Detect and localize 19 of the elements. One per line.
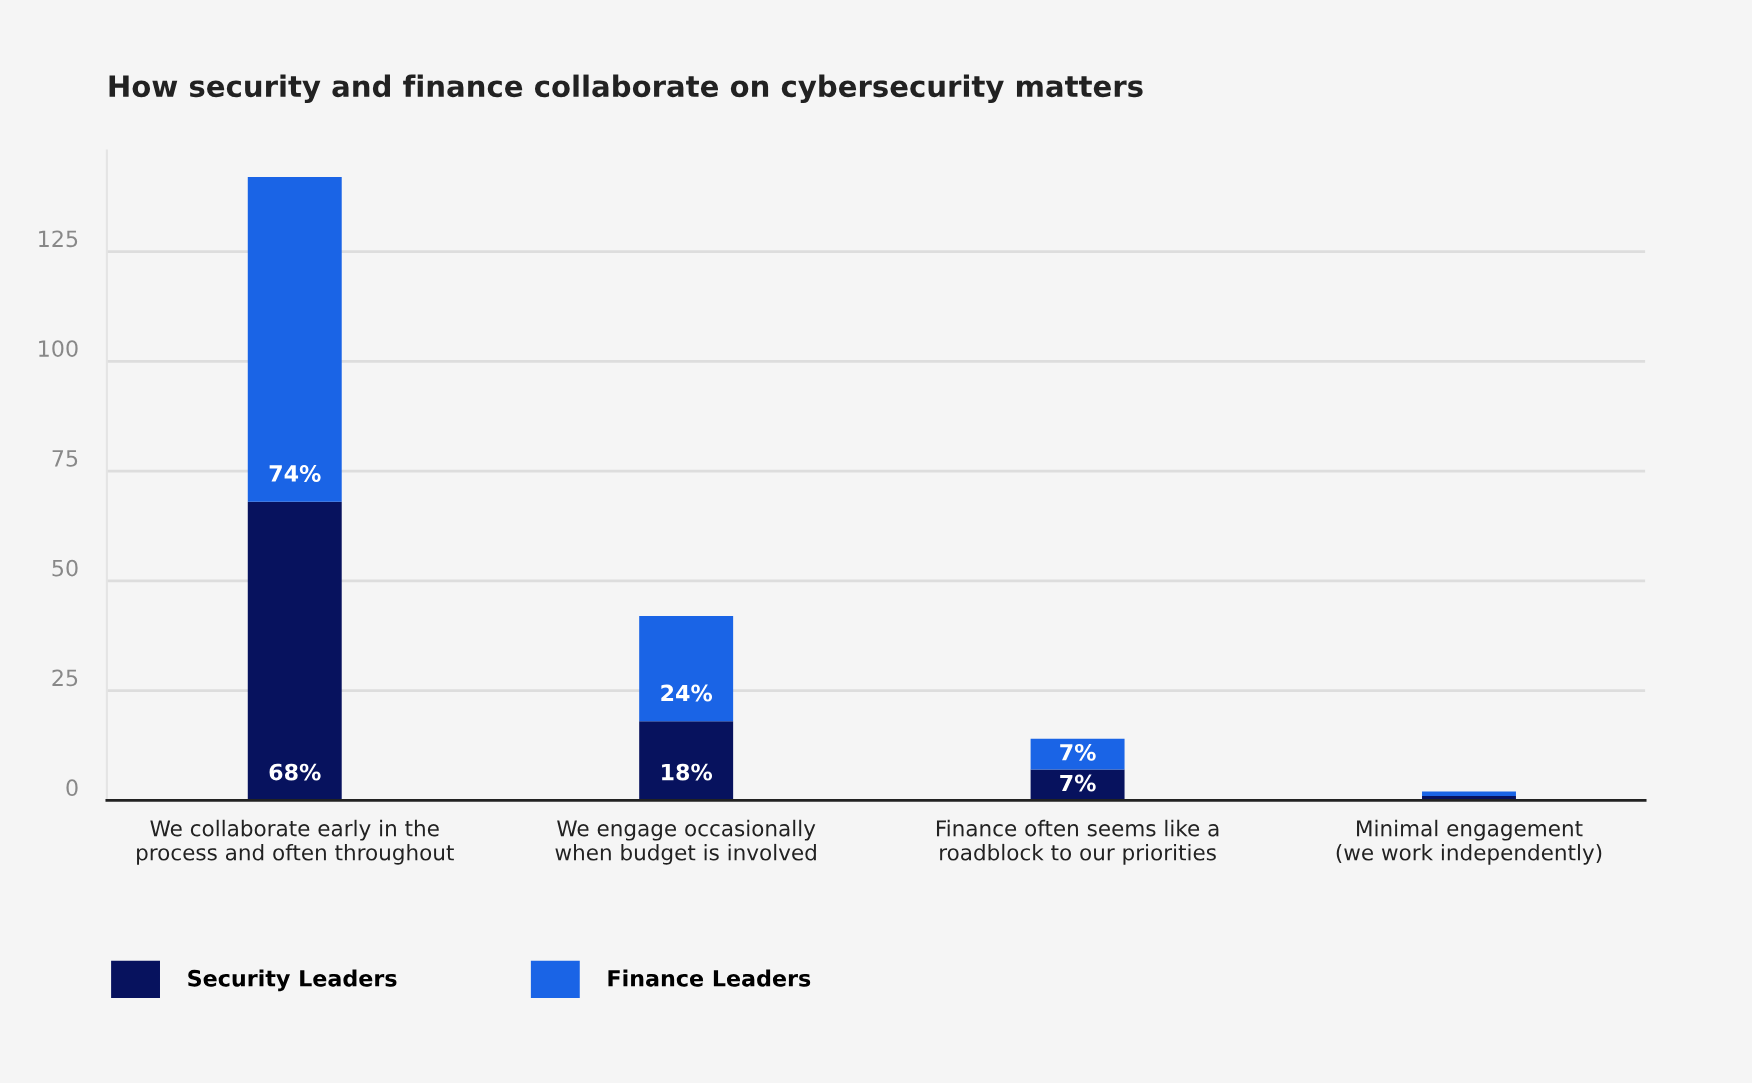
x-tick-label: Minimal engagement (we work independently) xyxy=(1336,819,1602,865)
legend-label: Security Leaders xyxy=(188,969,397,992)
data-label: 7% xyxy=(1060,743,1096,761)
data-label: 7% xyxy=(1060,774,1096,792)
y-tick-label: 25 xyxy=(52,669,78,687)
y-tick-label: 100 xyxy=(39,340,78,357)
x-tick-label: We collaborate early in the process and often throughout xyxy=(137,819,454,865)
y-tick-label: 75 xyxy=(52,450,78,467)
x-tick-label: We engage occasionally when budget is involved xyxy=(555,819,816,865)
data-label: 24% xyxy=(661,684,713,702)
y-tick-label: 0 xyxy=(66,779,78,797)
data-label: 74% xyxy=(269,465,321,482)
legend-label: Finance Leaders xyxy=(608,969,811,987)
y-tick-label: 50 xyxy=(52,559,78,577)
data-label: 68% xyxy=(269,763,321,781)
chart-title: How security and finance collaborate on cybersecurity matters xyxy=(109,74,1143,104)
y-tick-label: 125 xyxy=(39,230,78,248)
data-label: 18% xyxy=(662,763,713,781)
x-tick-label: Finance often seems like a roadblock to our priorities xyxy=(936,819,1219,865)
